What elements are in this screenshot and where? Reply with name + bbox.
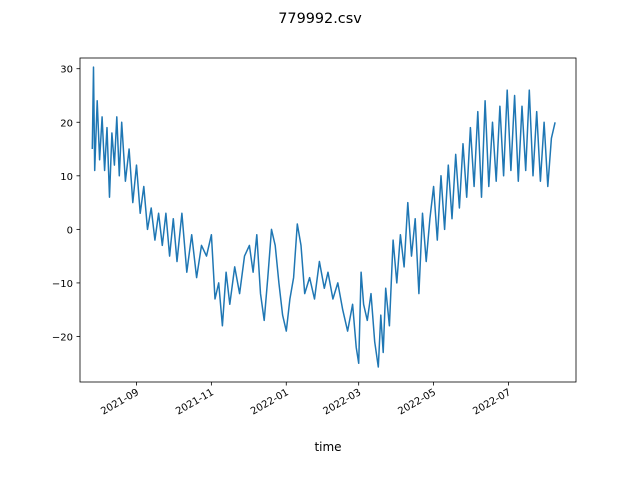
y-axis: −20 −10 0 10 20 30 bbox=[52, 65, 80, 343]
y-tick-label: 10 bbox=[60, 172, 73, 183]
x-axis-label: time bbox=[314, 440, 341, 454]
axes-frame bbox=[79, 57, 577, 383]
y-tick-label: 30 bbox=[60, 65, 73, 76]
plot-area bbox=[91, 66, 556, 368]
y-tick-label: −10 bbox=[52, 279, 73, 290]
chart-title: 779992.csv bbox=[278, 11, 362, 27]
y-tick-label: −20 bbox=[52, 332, 73, 343]
y-tick-label: 0 bbox=[67, 225, 73, 236]
y-tick-label: 20 bbox=[60, 118, 73, 129]
series-line-0 bbox=[91, 66, 556, 368]
